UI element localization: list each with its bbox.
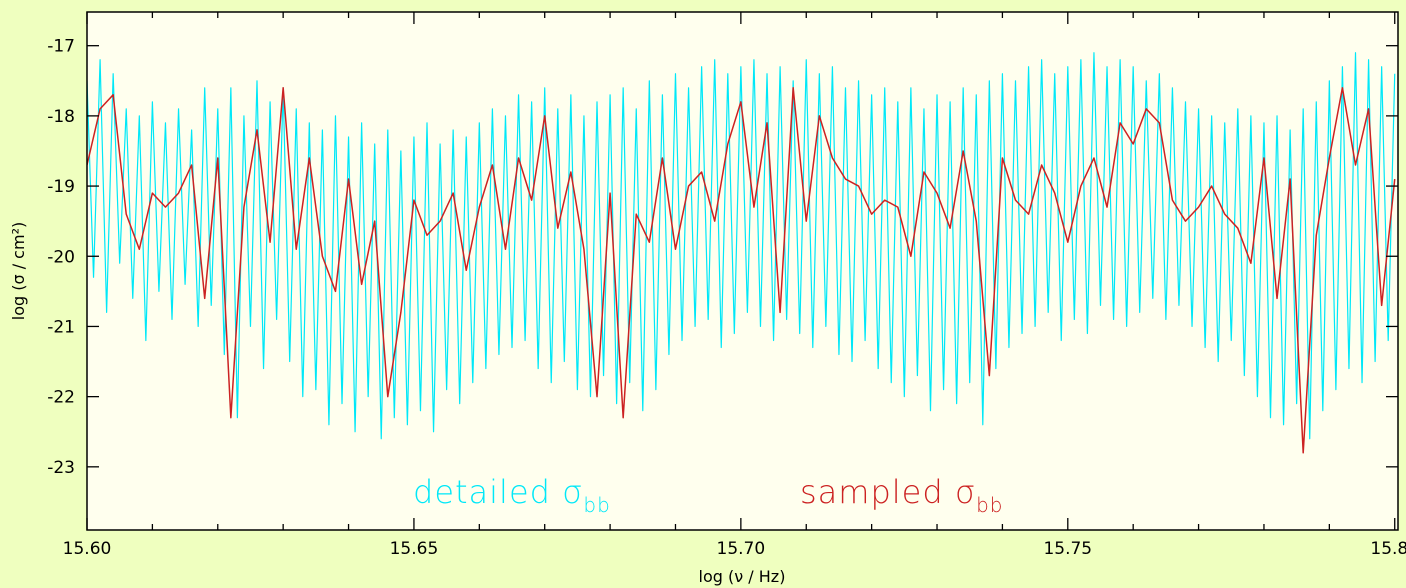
- series-layer: [87, 52, 1396, 454]
- y-tick-label: -20: [47, 247, 75, 267]
- legend-label: sampled σbb: [800, 473, 1004, 517]
- y-tick-label: -22: [47, 388, 75, 408]
- x-tick-label: 15.65: [390, 539, 439, 559]
- legend-subscript: bb: [976, 493, 1003, 517]
- legend-subscript: bb: [583, 493, 610, 517]
- x-tick-label: 15.75: [1043, 539, 1092, 559]
- x-tick-label: 15.60: [63, 539, 112, 559]
- x-axis-label: log (ν / Hz): [699, 567, 786, 586]
- y-tick-label: -23: [47, 458, 75, 478]
- legend-label: detailed σbb: [413, 473, 611, 517]
- y-tick-label: -18: [47, 107, 75, 127]
- legend-name: detailed σ: [413, 473, 583, 511]
- y-axis-label: log (σ / cm²): [9, 222, 28, 320]
- x-tick-label: 15.70: [717, 539, 766, 559]
- series-line: [87, 87, 1396, 454]
- y-tick-label: -17: [47, 37, 75, 57]
- plot-frame: [86, 11, 1399, 531]
- y-tick-label: -21: [47, 317, 75, 337]
- y-tick-label: -19: [47, 177, 75, 197]
- legend-name: sampled σ: [800, 473, 976, 511]
- series-line: [87, 52, 1396, 440]
- x-tick-label: 15.80: [1370, 539, 1406, 559]
